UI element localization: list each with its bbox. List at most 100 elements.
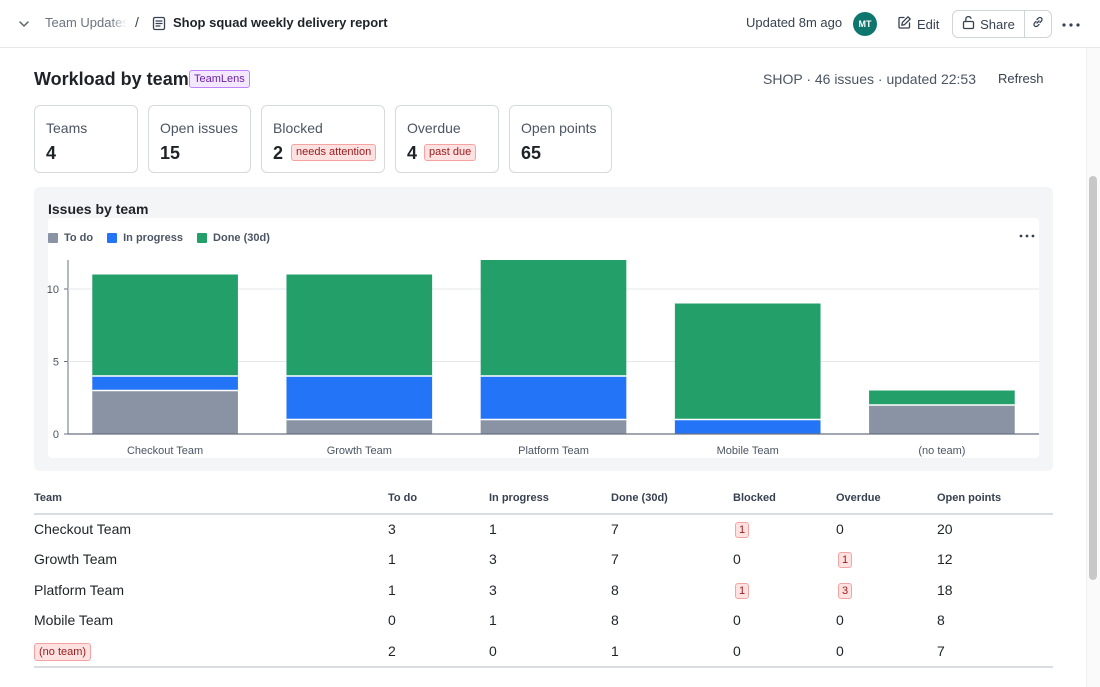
y-tick-label: 0 (53, 429, 59, 441)
bar-segment-to-do (286, 419, 433, 434)
chart-options-button[interactable] (1019, 225, 1035, 243)
link-icon (1031, 15, 1045, 34)
pencil-icon (897, 15, 912, 33)
legend-swatch (107, 233, 118, 243)
bar-segment-done-d (480, 260, 627, 376)
table-row[interactable]: Mobile Team 0 1 8 0 0 8 (34, 605, 1053, 635)
points-cell: 20 (937, 521, 953, 537)
team-name-cell: Checkout Team (34, 521, 132, 537)
todo-cell: 0 (388, 612, 396, 628)
more-horizontal-icon (1062, 14, 1080, 32)
points-cell: 12 (937, 551, 953, 567)
team-name-cell: Growth Team (34, 551, 117, 567)
x-tick-label: Checkout Team (127, 445, 203, 457)
column-header-overdue[interactable]: Overdue (836, 492, 881, 504)
legend-item-todo[interactable]: To do (48, 232, 93, 244)
bar-segment-in-progress (286, 376, 433, 420)
needs-attention-badge: needs attention (291, 144, 377, 161)
blocked-cell: 0 (733, 612, 741, 628)
top-bar: Team Updates / Shop squad weekly deliver… (0, 0, 1100, 48)
bar-segment-in-progress (480, 376, 627, 420)
stat-card-blocked: Blocked 2 needs attention (261, 105, 385, 173)
column-header-in-progress[interactable]: In progress (489, 492, 549, 504)
bar-segment-done-d (674, 303, 821, 420)
table-row[interactable]: Checkout Team 3 1 7 1 0 20 (34, 514, 1053, 544)
bar-segment-done-d (286, 274, 433, 376)
x-tick-label: Growth Team (327, 445, 392, 457)
summary-meta: SHOP · 46 issues · updated 22:53 (763, 71, 976, 87)
bar-segment-done-d (92, 274, 238, 376)
overdue-cell: 0 (836, 612, 844, 628)
done-cell: 7 (611, 521, 619, 537)
column-header-blocked[interactable]: Blocked (733, 492, 776, 504)
overdue-cell: 0 (836, 643, 844, 659)
blocked-cell: 1 (735, 583, 750, 599)
blocked-cell: 0 (733, 551, 741, 567)
chart-legend: To do In progress Done (30d) (48, 231, 270, 245)
column-header-done[interactable]: Done (30d) (611, 492, 668, 504)
share-button-label: Share (980, 16, 1015, 32)
legend-label: Done (30d) (213, 232, 270, 244)
edit-button-label: Edit (917, 16, 940, 32)
bar-segment-in-progress (92, 376, 238, 391)
todo-cell: 3 (388, 521, 396, 537)
team-name-cell: (no team) (34, 643, 92, 661)
lock-icon (962, 15, 975, 33)
breadcrumb-parent[interactable]: Team Updates (45, 15, 127, 30)
todo-cell: 1 (388, 551, 396, 567)
app-badge: TeamLens (189, 70, 250, 88)
y-tick-label: 5 (53, 357, 59, 369)
y-tick-label: 10 (47, 284, 59, 296)
bar-segment-to-do (869, 405, 1015, 434)
chart-title: Issues by team (48, 201, 149, 217)
todo-cell: 1 (388, 582, 396, 598)
table-row[interactable]: (no team) 2 0 1 0 0 7 (34, 636, 1053, 666)
in-progress-cell: 3 (489, 582, 497, 598)
bar-segment-to-do (92, 390, 238, 434)
in-progress-cell: 1 (489, 521, 497, 537)
todo-cell: 2 (388, 643, 396, 659)
done-cell: 7 (611, 551, 619, 567)
share-button-group: Share (952, 10, 1052, 38)
done-cell: 1 (611, 643, 619, 659)
chevron-down-icon[interactable] (16, 16, 32, 32)
x-tick-label: (no team) (918, 445, 965, 457)
legend-item-done[interactable]: Done (30d) (197, 232, 270, 244)
stat-value: 4 (407, 143, 418, 163)
legend-item-in-progress[interactable]: In progress (107, 232, 183, 244)
column-header-team[interactable]: Team (34, 492, 62, 504)
stat-value: 4 (46, 143, 57, 163)
more-options-button[interactable] (1061, 12, 1081, 34)
in-progress-cell: 3 (489, 551, 497, 567)
stat-label: Open points (521, 120, 597, 136)
avatar[interactable]: MT (853, 12, 877, 36)
table-row[interactable]: Platform Team 1 3 8 1 3 18 (34, 575, 1053, 605)
scrollbar-thumb[interactable] (1089, 176, 1097, 580)
stat-value: 65 (521, 143, 542, 163)
more-horizontal-icon (1019, 225, 1035, 242)
stat-value: 15 (160, 143, 181, 163)
column-header-todo[interactable]: To do (388, 492, 418, 504)
copy-link-button[interactable] (1025, 11, 1051, 37)
legend-label: In progress (123, 232, 184, 244)
stat-card-open-points: Open points 65 (509, 105, 612, 173)
bar-segment-in-progress (674, 419, 821, 434)
stat-card-teams: Teams 4 (34, 105, 138, 173)
blocked-cell: 1 (735, 522, 750, 538)
table-row[interactable]: Growth Team 1 3 7 0 1 12 (34, 544, 1053, 574)
refresh-button[interactable]: Refresh (998, 71, 1044, 86)
legend-label: To do (64, 232, 94, 244)
team-name-cell: Mobile Team (34, 612, 114, 628)
blocked-cell: 0 (733, 643, 741, 659)
stat-label: Blocked (273, 120, 323, 136)
document-title: Shop squad weekly delivery report (173, 15, 388, 30)
stat-label: Teams (46, 120, 88, 136)
in-progress-cell: 1 (489, 612, 497, 628)
column-header-open-points[interactable]: Open points (937, 492, 1002, 504)
points-cell: 7 (937, 643, 945, 659)
edit-button[interactable]: Edit (893, 11, 943, 37)
x-tick-label: Platform Team (518, 445, 589, 457)
team-name-cell: Platform Team (34, 582, 124, 598)
share-button[interactable]: Share (953, 11, 1025, 37)
